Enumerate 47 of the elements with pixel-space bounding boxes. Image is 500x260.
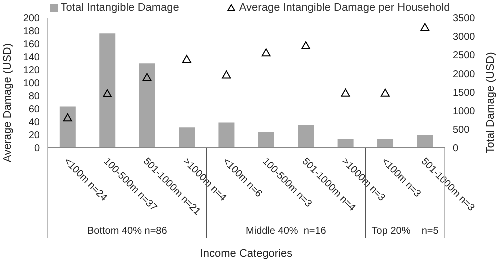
point xyxy=(302,41,311,50)
text: Top 20% n=5 xyxy=(372,226,440,237)
y2-tick-label: 500 xyxy=(453,124,470,136)
bar xyxy=(100,34,116,148)
y2-tick-label: 2000 xyxy=(453,69,476,80)
x-axis-title: Income Categories xyxy=(200,248,294,260)
bar xyxy=(338,139,354,148)
y-tick-label: 140 xyxy=(23,52,40,64)
y-tick-label: 100 xyxy=(23,78,40,90)
bar xyxy=(218,122,235,148)
y-tick-label: 160 xyxy=(23,40,40,51)
bar xyxy=(298,125,314,148)
legend-label: Average Intangible Damage per Household xyxy=(239,2,450,14)
point xyxy=(341,88,350,97)
bar xyxy=(417,135,434,148)
y-tick-label: 0 xyxy=(34,144,40,155)
point xyxy=(63,114,72,122)
bar xyxy=(258,132,274,148)
y2-tick-label: 1500 xyxy=(453,88,476,99)
y2-tick-label: 3000 xyxy=(453,32,476,44)
text: Bottom 40% n=86 xyxy=(88,226,168,237)
point xyxy=(222,70,232,79)
bar xyxy=(60,106,76,148)
y-tick-label: 40 xyxy=(28,118,40,129)
point xyxy=(182,55,192,64)
y-tick-label: 80 xyxy=(28,92,40,103)
bar xyxy=(378,139,394,148)
point xyxy=(262,48,271,57)
y-axis-title: Average Damage (USD) xyxy=(2,43,14,163)
text: Middle 40% n=16 xyxy=(246,226,327,237)
point xyxy=(380,88,390,97)
y2-axis-title: Total Damage (USD) xyxy=(485,52,497,154)
y2-tick-label: 1000 xyxy=(453,106,476,118)
y-tick-label: 120 xyxy=(23,66,40,77)
bar xyxy=(179,128,196,148)
y2-tick-label: 3500 xyxy=(453,14,476,25)
y2-tick-label: 2500 xyxy=(453,50,476,62)
point xyxy=(142,73,152,82)
point xyxy=(420,23,430,32)
bar xyxy=(139,64,156,148)
y-tick-label: 180 xyxy=(23,26,40,38)
y-tick-label: 200 xyxy=(23,14,40,25)
legend-label: Total Intangible Damage xyxy=(60,2,180,14)
y-tick-label: 20 xyxy=(28,130,40,142)
y-tick-label: 60 xyxy=(28,104,40,116)
point xyxy=(103,90,112,98)
y2-tick-label: 0 xyxy=(453,144,459,155)
